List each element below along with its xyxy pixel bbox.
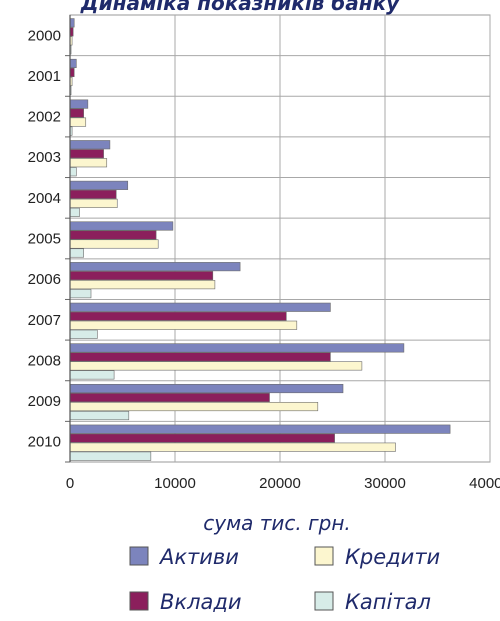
bar-Активи bbox=[69, 343, 405, 353]
y-tick-label: 2000 bbox=[28, 27, 61, 44]
bar-Активи bbox=[69, 262, 241, 272]
legend-label: Кредити bbox=[345, 545, 440, 569]
y-tick-label: 2003 bbox=[28, 149, 61, 166]
bar-Капітал bbox=[69, 207, 80, 217]
y-tick-label: 2002 bbox=[28, 109, 61, 126]
bar-Кредити bbox=[69, 442, 396, 452]
chart-title: Динаміка показників банку bbox=[80, 0, 400, 15]
bar-Кредити bbox=[69, 280, 216, 290]
bar-Капітал bbox=[69, 329, 98, 339]
bar-Активи bbox=[69, 383, 344, 394]
bar-Кредити bbox=[69, 198, 118, 208]
bar-Вклади bbox=[69, 108, 84, 118]
bar-Активи bbox=[69, 18, 75, 28]
bar-Вклади bbox=[69, 271, 214, 281]
bar-Вклади bbox=[69, 149, 104, 159]
bar-Кредити bbox=[69, 361, 363, 371]
bar-Активи bbox=[69, 58, 77, 69]
y-tick-label: 2008 bbox=[28, 352, 61, 369]
bar-Вклади bbox=[69, 433, 335, 443]
bar-Активи bbox=[69, 302, 331, 312]
legend-label: Активи bbox=[158, 545, 239, 569]
bar-Кредити bbox=[69, 158, 108, 168]
bar-Активи bbox=[69, 140, 111, 150]
legend-swatch bbox=[129, 591, 149, 611]
x-tick-label: 10000 bbox=[154, 475, 196, 492]
legend-swatch bbox=[314, 591, 334, 611]
y-tick-label: 2007 bbox=[28, 312, 61, 329]
bar-Вклади bbox=[69, 67, 75, 78]
legend-swatch bbox=[314, 546, 334, 566]
bar-Активи bbox=[69, 221, 174, 231]
legend-label: Вклади bbox=[160, 590, 242, 614]
bar-Активи bbox=[69, 424, 451, 434]
bar-Капітал bbox=[69, 248, 84, 258]
y-tick-label: 2010 bbox=[28, 434, 61, 451]
bar-Капітал bbox=[69, 410, 130, 421]
bar-Кредити bbox=[69, 320, 298, 330]
bar-Капітал bbox=[69, 451, 152, 461]
bar-Вклади bbox=[69, 392, 270, 403]
bar-Вклади bbox=[69, 189, 117, 199]
y-tick-label: 2006 bbox=[28, 271, 61, 288]
legend-label: Капітал bbox=[345, 590, 431, 614]
bar-Вклади bbox=[69, 311, 287, 321]
y-tick-label: 2005 bbox=[28, 231, 61, 248]
y-tick-label: 2001 bbox=[28, 68, 61, 85]
bar-Активи bbox=[69, 99, 89, 109]
bar-Вклади bbox=[69, 352, 331, 362]
bar-Капітал bbox=[69, 370, 115, 380]
x-tick-label: 0 bbox=[66, 475, 74, 492]
bar-Капітал bbox=[69, 289, 92, 299]
bar-Кредити bbox=[69, 117, 87, 127]
bar-Активи bbox=[69, 180, 129, 190]
bar-Кредити bbox=[69, 239, 159, 249]
x-axis-label: сума тис. грн. bbox=[203, 511, 351, 535]
x-tick-label: 40000 bbox=[469, 475, 500, 492]
x-tick-label: 20000 bbox=[259, 475, 301, 492]
y-tick-label: 2004 bbox=[28, 190, 61, 207]
x-tick-label: 30000 bbox=[364, 475, 406, 492]
legend-swatch bbox=[129, 546, 149, 566]
y-tick-label: 2009 bbox=[28, 393, 61, 410]
bar-Капітал bbox=[69, 167, 77, 177]
bar-Вклади bbox=[69, 230, 157, 240]
bar-Кредити bbox=[69, 401, 319, 412]
